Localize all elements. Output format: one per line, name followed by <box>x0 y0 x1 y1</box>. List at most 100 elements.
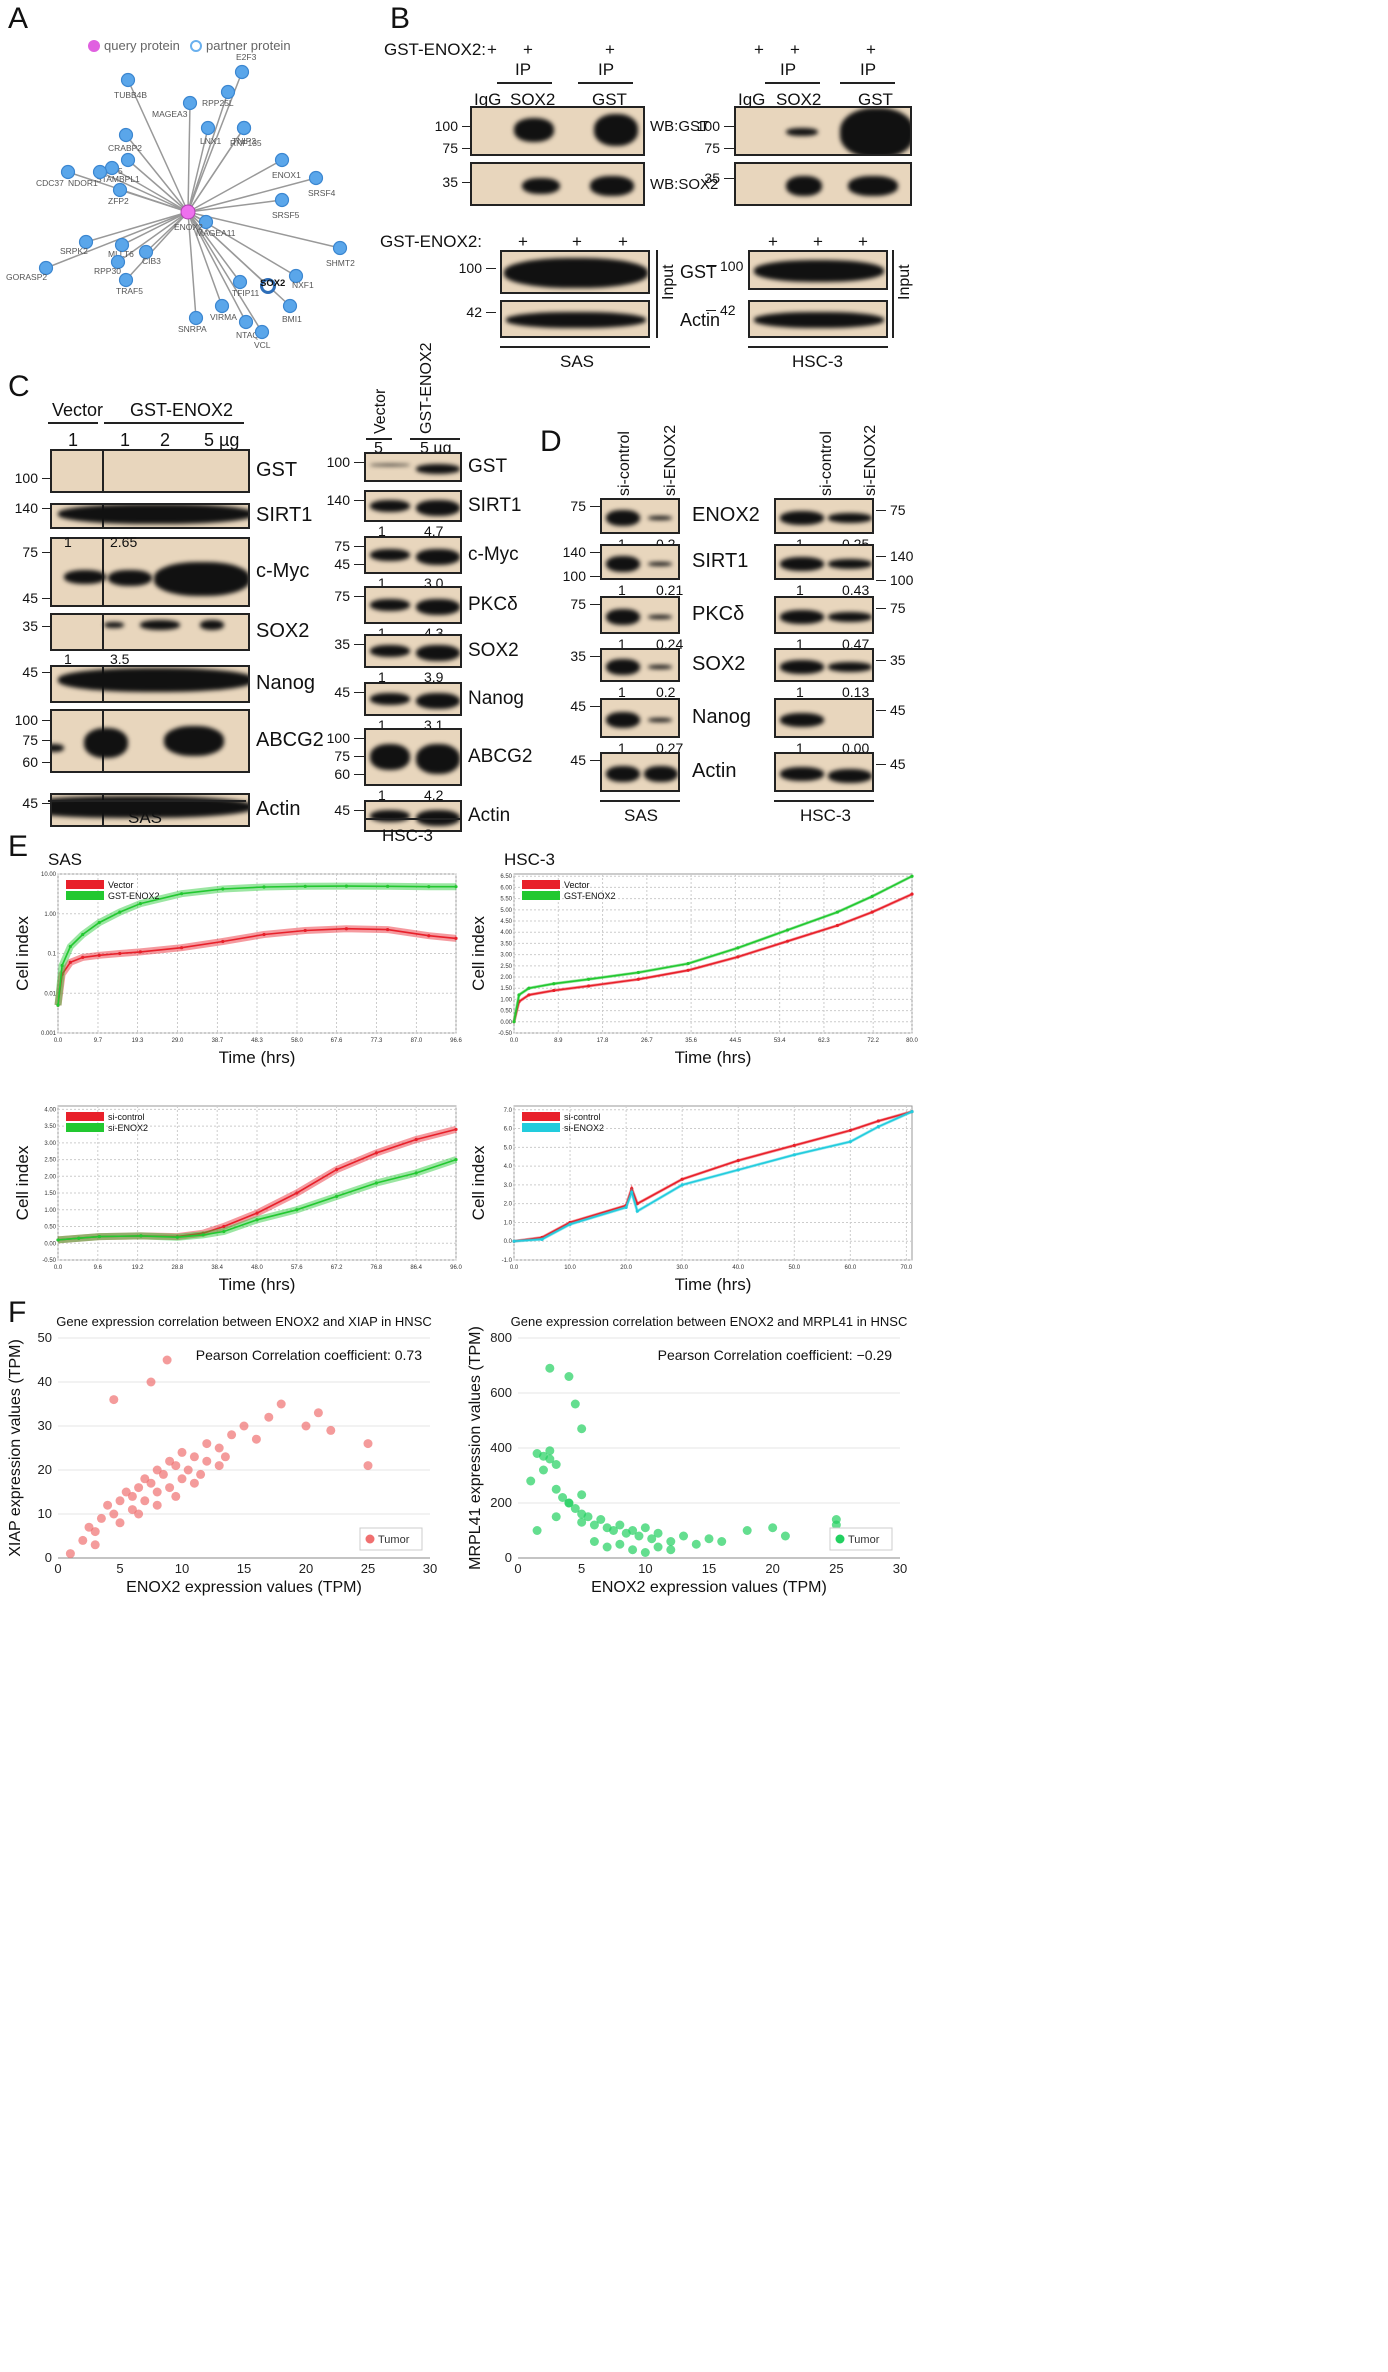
blot-c-right-gst <box>364 452 462 482</box>
scatter-point <box>363 1461 373 1471</box>
node-cdc37 <box>60 164 76 180</box>
marker-42-in-r: 42 <box>706 302 736 318</box>
data-point <box>344 927 349 931</box>
x-tick: 5 <box>116 1561 123 1576</box>
x-tick: 80.0 <box>906 1038 918 1044</box>
lane-sox2: SOX2 <box>510 90 556 109</box>
node-label: RNF135 <box>230 138 262 148</box>
legend-label: si-control <box>564 1112 601 1122</box>
scatter-point <box>146 1377 156 1387</box>
x-tick: 10 <box>175 1561 189 1576</box>
data-point <box>910 874 914 878</box>
quant-d-left: 1 <box>618 684 626 700</box>
node-label: LNX1 <box>200 136 222 146</box>
ip-underline-2 <box>578 82 633 84</box>
node-tubb4b <box>120 72 136 88</box>
data-point <box>201 1233 205 1237</box>
scatter-point <box>65 1549 75 1559</box>
row-label-d: SIRT1 <box>692 550 749 572</box>
sas-input-gst-blot <box>500 250 650 294</box>
input-label-2: Input <box>896 264 913 300</box>
x-tick: 9.7 <box>94 1038 103 1044</box>
panel-label-e: E <box>8 830 29 863</box>
scatter-point <box>589 1537 599 1546</box>
quant-c-right: 3.9 <box>424 669 444 685</box>
x-tick: 25 <box>829 1561 843 1576</box>
hsc3-label-d: HSC-3 <box>800 806 852 825</box>
blot-c-sirt1 <box>50 503 250 529</box>
hub-node <box>180 204 196 220</box>
data-point <box>792 1153 796 1157</box>
partner-legend-label: partner protein <box>206 38 291 53</box>
data-point <box>552 982 556 986</box>
quant-d-left: 0.21 <box>656 582 684 598</box>
scatter-point <box>109 1395 119 1405</box>
y-tick: 0.50 <box>44 1225 56 1231</box>
blot-c-right-c-myc <box>364 536 462 574</box>
x-tick: 53.4 <box>774 1038 786 1044</box>
quant-c-right: 1 <box>378 717 386 733</box>
node-label: MLLT6 <box>108 249 134 259</box>
row-label-c: Actin <box>256 798 301 820</box>
scatter-point <box>551 1460 561 1469</box>
sas-ip-gst-blot <box>470 106 645 156</box>
data-point <box>736 955 740 959</box>
row-label-c: GST <box>256 459 298 481</box>
x-tick: 0.0 <box>54 1265 63 1271</box>
node-label: SOX2 <box>260 278 285 289</box>
scatter-point <box>90 1540 100 1550</box>
x-axis-label: Time (hrs) <box>219 1275 296 1294</box>
y-tick: -0.50 <box>498 1031 512 1037</box>
y-axis-label: Cell index <box>470 916 488 991</box>
marker-c-right: 75 <box>318 588 364 604</box>
panel-label-b: B <box>390 2 411 35</box>
scatter-point <box>577 1424 587 1434</box>
blot-c-c-myc <box>50 537 250 607</box>
scatter-point <box>831 1520 841 1530</box>
data-point <box>221 887 225 891</box>
marker-c: 100 <box>4 470 52 486</box>
scatter-point <box>127 1491 137 1501</box>
node-label: SHMT2 <box>326 258 355 268</box>
y-tick: 5.50 <box>500 897 512 903</box>
node-label: MAGEA3 <box>152 109 188 119</box>
node-label: E2F3 <box>236 52 257 62</box>
data-point <box>427 885 431 889</box>
scatter-point <box>109 1509 119 1519</box>
y-tick: 1.00 <box>44 1208 56 1214</box>
y-tick: 2.0 <box>504 1202 513 1208</box>
quant-c: 1 <box>64 534 72 550</box>
node-stambpl1 <box>104 160 120 176</box>
node-label: SRSF5 <box>272 210 300 220</box>
x-tick: 35.6 <box>685 1038 697 1044</box>
scatter-point <box>558 1493 568 1502</box>
x-tick: 86.4 <box>410 1265 422 1271</box>
node-traf5 <box>118 272 134 288</box>
node-ndor1 <box>92 164 108 180</box>
row-label-c-right: PKCδ <box>468 594 518 615</box>
blot-c-actin <box>50 793 250 827</box>
node-gorasp2 <box>38 260 54 276</box>
data-point <box>414 1171 418 1175</box>
blot-c-right-sox2 <box>364 634 462 668</box>
data-point <box>636 977 640 981</box>
scatter-point <box>115 1496 125 1506</box>
plus-3: + <box>605 40 615 59</box>
marker-d-left: 45 <box>554 752 600 768</box>
input-actin-label: Actin <box>680 310 721 330</box>
marker-100: 100 <box>432 118 472 134</box>
legend-swatch <box>66 1112 104 1121</box>
blot-c-gst <box>50 449 250 493</box>
data-point <box>552 988 556 993</box>
data-point <box>686 968 690 972</box>
scatter-point <box>704 1534 714 1544</box>
wb-gst-label: WB:GST <box>650 118 710 135</box>
x-tick: 72.2 <box>867 1038 879 1044</box>
x-tick: 10.0 <box>564 1265 576 1271</box>
x-tick: 96.6 <box>450 1038 462 1044</box>
x-tick: 40.0 <box>732 1265 744 1271</box>
scatter-point <box>570 1399 580 1409</box>
marker-c: 35 <box>4 618 52 634</box>
gst-enox2-label: GST-ENOX2: <box>384 40 487 59</box>
blot-c-sox2 <box>50 613 250 651</box>
